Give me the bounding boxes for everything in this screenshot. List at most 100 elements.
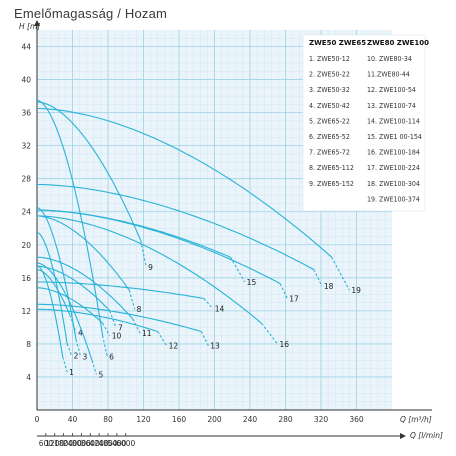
curve-number-label: 19 bbox=[351, 286, 361, 295]
y-tick-label: 4 bbox=[26, 373, 31, 382]
legend-entry: 5. ZWE65-22 bbox=[309, 117, 350, 125]
curve-number-label: 15 bbox=[247, 278, 257, 287]
pump-curve-extension bbox=[109, 310, 117, 328]
pump-curve-extension bbox=[69, 314, 77, 333]
x2-tick-label: 1200 bbox=[45, 439, 64, 448]
pump-curve-extension bbox=[203, 298, 214, 309]
legend-entry: 15. ZWE1 00-154 bbox=[367, 133, 422, 141]
y-tick-label: 40 bbox=[21, 76, 31, 85]
pump-curve-line bbox=[37, 269, 71, 316]
pump-curve-line bbox=[37, 265, 111, 312]
legend-entry: 7. ZWE65-72 bbox=[309, 149, 350, 157]
legend-entry: 14. ZWE100-114 bbox=[367, 117, 420, 125]
x-axis-label: Q [m³/h] bbox=[400, 415, 432, 424]
x-tick-label: 280 bbox=[278, 415, 293, 424]
legend-entry: 12. ZWE100-54 bbox=[367, 86, 416, 94]
x-tick-label: 120 bbox=[136, 415, 151, 424]
y-tick-label: 8 bbox=[26, 340, 31, 349]
x2-tick-label: 4200 bbox=[90, 439, 109, 448]
pump-curve-line bbox=[36, 101, 142, 241]
y-axis-label: H [m] bbox=[19, 22, 40, 31]
legend-header-left: ZWE50 ZWE65 bbox=[309, 39, 366, 47]
y-tick-label: 36 bbox=[21, 109, 31, 118]
x2-tick-label: 3600 bbox=[81, 439, 100, 448]
legend-entry: 10. ZWE80-34 bbox=[367, 55, 412, 63]
y-tick-label: 32 bbox=[21, 142, 31, 151]
x2-tick-label: 1800 bbox=[54, 439, 73, 448]
curve-number-label: 14 bbox=[215, 304, 225, 313]
legend-entry: 9. ZWE65-152 bbox=[309, 180, 354, 188]
x2-tick-label: 600 bbox=[39, 439, 54, 448]
legend-entry: 13. ZWE100-74 bbox=[367, 102, 416, 110]
legend-header-right: ZWE80 ZWE100 bbox=[367, 39, 429, 47]
curve-number-label: 3 bbox=[82, 352, 87, 361]
legend-entry: 1. ZWE50-12 bbox=[309, 55, 350, 63]
pump-curve-extension bbox=[102, 335, 108, 357]
pump-curve-line bbox=[37, 281, 204, 300]
pump-curve-line bbox=[36, 215, 130, 291]
curve-number-label: 6 bbox=[109, 352, 114, 361]
pump-curve-line bbox=[36, 264, 64, 358]
curve-number-label: 11 bbox=[142, 329, 152, 338]
curve-number-label: 4 bbox=[78, 328, 83, 337]
pump-curve-line bbox=[36, 287, 104, 324]
pump-curve-line bbox=[36, 99, 104, 336]
pump-curve-line bbox=[36, 231, 68, 344]
pump-curve-extension bbox=[157, 331, 168, 346]
curve-number-label: 7 bbox=[118, 323, 123, 332]
pump-curve-extension bbox=[313, 269, 323, 287]
x-tick-label: 80 bbox=[103, 415, 113, 424]
pump-curve-extension bbox=[128, 290, 136, 310]
x2-tick-label: 5400 bbox=[107, 439, 126, 448]
legend-entry: 4. ZWE50-42 bbox=[309, 102, 350, 110]
pump-curve-line bbox=[36, 308, 158, 333]
y-tick-label: 20 bbox=[21, 241, 31, 250]
pump-curve-line bbox=[36, 207, 77, 340]
curve-number-label: 17 bbox=[289, 294, 299, 303]
x2-tick-label: 6000 bbox=[116, 439, 135, 448]
legend: ZWE50 ZWE65 ZWE80 ZWE100 1. ZWE50-12 2. ZWE… bbox=[302, 34, 429, 212]
pump-curve-extension bbox=[279, 283, 288, 299]
y-tick-label: 12 bbox=[21, 307, 31, 316]
legend-entry: 11.ZWE80-44 bbox=[367, 71, 410, 79]
curve-number-label: 13 bbox=[210, 342, 220, 351]
y-axis-arrow-icon bbox=[34, 20, 40, 26]
pump-curve-extension bbox=[75, 339, 82, 357]
pump-curve-extension bbox=[229, 256, 246, 283]
pump-curve-line bbox=[36, 183, 315, 271]
curve-number-label: 18 bbox=[324, 282, 334, 291]
pump-curve-extension bbox=[91, 360, 97, 375]
legend-entry: 3. ZWE50-32 bbox=[309, 86, 350, 94]
curve-number-label: 1 bbox=[69, 368, 74, 377]
y-tick-label: 24 bbox=[21, 208, 31, 217]
pump-curve-extension bbox=[331, 256, 350, 291]
y-tick-label: 16 bbox=[21, 274, 31, 283]
legend-entry: 8. ZWE65-112 bbox=[309, 164, 354, 172]
pump-curve-line bbox=[36, 215, 262, 324]
pump-curve-line bbox=[36, 256, 134, 320]
curve-number-label: 12 bbox=[169, 342, 179, 351]
y-tick-label: 28 bbox=[21, 175, 31, 184]
pump-curve-extension bbox=[66, 343, 73, 356]
x-tick-label: 200 bbox=[207, 415, 222, 424]
legend-box bbox=[302, 34, 426, 212]
x2-tick-label: 3000 bbox=[72, 439, 91, 448]
pump-curve-line bbox=[37, 303, 202, 333]
legend-entry: 6. ZWE65-52 bbox=[309, 133, 350, 141]
x-tick-label: 320 bbox=[314, 415, 329, 424]
curve-number-label: 16 bbox=[280, 340, 290, 349]
pump-curve-line bbox=[36, 107, 332, 258]
legend-entry: 18. ZWE100-304 bbox=[367, 180, 420, 188]
x-tick-label: 0 bbox=[35, 415, 40, 424]
legend-entry: 17. ZWE100-224 bbox=[367, 164, 420, 172]
legend-entry: 16. ZWE100-184 bbox=[367, 149, 420, 157]
y-tick-label: 44 bbox=[21, 43, 31, 52]
curve-number-label: 5 bbox=[98, 370, 103, 379]
x2-axis-label: Q [l/min] bbox=[410, 431, 443, 440]
curve-number-label: 8 bbox=[137, 305, 142, 314]
x-tick-label: 360 bbox=[349, 415, 364, 424]
x2-axis-arrow-icon bbox=[400, 433, 406, 439]
